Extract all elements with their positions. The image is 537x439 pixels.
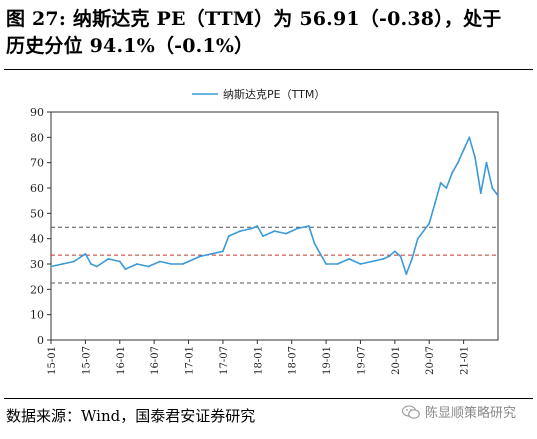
data-point [319, 252, 322, 255]
figure-title-line-2: 历史分位 94.1%（-0.1%） [6, 35, 254, 57]
x-tick-label: 19-07 [356, 346, 367, 375]
data-point [405, 273, 408, 276]
watermark: 陈显顺策略研究 [402, 402, 516, 421]
data-point [456, 161, 459, 164]
chart-legend: 纳斯达克PE（TTM） [192, 88, 325, 101]
data-point [313, 242, 316, 245]
x-tick-label: 15-01 [47, 346, 58, 375]
data-point [348, 258, 350, 260]
y-tick-label: 90 [30, 106, 44, 119]
data-point [296, 227, 299, 230]
data-point [73, 260, 75, 263]
x-tick-label: 18-07 [288, 346, 299, 375]
x-tick-label: 16-01 [116, 346, 127, 375]
data-point [227, 235, 230, 238]
figure-title-line-1: 图 27: 纳斯达克 PE（TTM）为 56.91（-0.38），处于 [6, 8, 502, 30]
data-point [434, 202, 436, 205]
data-point [84, 252, 87, 255]
x-tick-label: 17-07 [219, 346, 230, 375]
data-point [416, 237, 419, 240]
data-point [250, 227, 253, 230]
y-tick-label: 80 [30, 131, 44, 144]
data-point [118, 260, 121, 263]
data-point [307, 225, 310, 227]
data-point [273, 230, 276, 232]
data-point [451, 171, 454, 174]
data-point [136, 263, 138, 265]
data-point [491, 187, 494, 189]
legend-label: 纳斯达克PE（TTM） [223, 88, 325, 101]
data-point [485, 161, 488, 164]
data-point [382, 258, 385, 260]
data-point [239, 230, 242, 232]
data-point [462, 149, 465, 151]
data-point [170, 263, 173, 265]
data-point [210, 252, 213, 255]
data-point [90, 263, 93, 265]
watermark-text: 陈显顺策略研究 [425, 406, 517, 421]
pe-line-chart: 纳斯达克PE（TTM） 0 10 20 30 40 50 60 70 80 90 15-01 15-0… [30, 88, 499, 375]
data-point [359, 263, 362, 265]
x-tick-label: 18-01 [253, 346, 264, 375]
figure-title: 图 27: 纳斯达克 PE（TTM）为 56.91（-0.38），处于 历史分位… [6, 6, 531, 60]
data-point [474, 156, 476, 159]
data-point [158, 260, 161, 263]
data-point [479, 192, 482, 194]
footer-rule [4, 398, 533, 399]
x-tick-label: 15-07 [81, 346, 92, 375]
data-point [497, 194, 499, 197]
y-tick-label: 40 [30, 233, 44, 246]
x-tick-label: 16-07 [150, 346, 161, 375]
x-tick-label: 17-01 [185, 346, 196, 375]
data-point [325, 263, 327, 265]
data-point [187, 260, 190, 263]
y-tick-label: 70 [30, 157, 44, 170]
x-tick-label: 20-01 [391, 346, 402, 375]
data-point [199, 255, 201, 258]
data-point [107, 258, 110, 260]
data-point [399, 255, 402, 258]
wechat-icon [402, 404, 420, 419]
y-tick-label: 30 [30, 258, 44, 271]
data-point [61, 263, 64, 265]
data-point [468, 136, 471, 139]
y-tick-label: 20 [30, 283, 44, 296]
data-point [222, 250, 224, 253]
data-point [371, 260, 373, 263]
data-point [181, 263, 184, 265]
data-point [336, 263, 339, 265]
plot-frame [50, 111, 499, 341]
title-rule [4, 69, 533, 70]
x-tick-label: 21-01 [460, 346, 471, 375]
data-point [262, 235, 264, 238]
data-point [411, 258, 413, 260]
data-point [285, 232, 287, 235]
y-tick-label: 10 [30, 309, 44, 322]
y-tick-label: 60 [30, 182, 44, 195]
y-tick-label: 0 [37, 334, 44, 347]
x-tick-label: 19-01 [322, 346, 333, 375]
data-point [428, 222, 431, 225]
data-point [393, 250, 396, 253]
data-point [256, 225, 259, 227]
y-tick-label: 50 [30, 207, 44, 220]
data-point [388, 255, 391, 258]
data-point [124, 268, 127, 270]
data-point [439, 182, 442, 184]
data-point [50, 265, 52, 268]
data-point [445, 187, 448, 189]
source-note: 数据来源：Wind，国泰君安证券研究 [6, 407, 256, 425]
data-point [95, 265, 98, 268]
x-tick-label: 20-07 [425, 346, 436, 375]
data-point [147, 265, 150, 268]
series-line [50, 136, 499, 275]
